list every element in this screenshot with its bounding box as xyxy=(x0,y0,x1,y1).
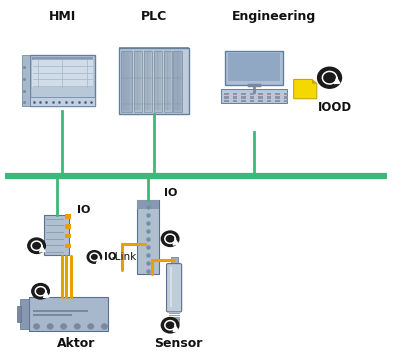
Circle shape xyxy=(101,323,108,329)
Bar xyxy=(266,100,271,102)
Circle shape xyxy=(74,323,80,329)
Bar xyxy=(224,93,229,95)
Circle shape xyxy=(47,323,53,329)
Text: IO: IO xyxy=(77,205,91,215)
Text: IO: IO xyxy=(104,252,116,262)
FancyBboxPatch shape xyxy=(44,215,70,255)
Bar xyxy=(32,57,93,60)
Bar xyxy=(30,97,95,106)
Bar xyxy=(241,96,246,99)
Bar xyxy=(233,93,237,95)
Text: -Link: -Link xyxy=(112,252,137,262)
Bar xyxy=(284,96,288,99)
Text: Sensor: Sensor xyxy=(154,337,202,350)
Bar xyxy=(134,51,142,112)
Bar xyxy=(228,54,280,81)
Bar xyxy=(22,55,30,106)
Bar xyxy=(275,100,280,102)
FancyBboxPatch shape xyxy=(30,55,95,106)
Circle shape xyxy=(60,323,67,329)
Bar xyxy=(224,100,229,102)
Circle shape xyxy=(32,284,49,299)
FancyBboxPatch shape xyxy=(137,200,159,274)
Bar xyxy=(66,234,71,238)
Circle shape xyxy=(161,318,179,333)
Bar xyxy=(66,224,71,228)
Bar xyxy=(241,93,246,95)
Bar xyxy=(17,306,21,322)
FancyBboxPatch shape xyxy=(166,264,182,312)
FancyBboxPatch shape xyxy=(221,89,287,103)
Bar xyxy=(250,93,254,95)
Bar xyxy=(170,267,172,307)
Bar xyxy=(275,96,280,99)
Bar xyxy=(241,100,246,102)
Text: PLC: PLC xyxy=(141,10,167,23)
Bar xyxy=(266,96,271,99)
Bar xyxy=(233,100,237,102)
Bar xyxy=(250,100,254,102)
FancyBboxPatch shape xyxy=(169,318,179,323)
Circle shape xyxy=(87,251,102,263)
Polygon shape xyxy=(294,80,317,99)
Bar xyxy=(170,257,178,263)
Bar xyxy=(233,96,237,99)
Bar xyxy=(66,244,71,249)
Bar xyxy=(20,299,28,329)
Bar xyxy=(164,51,172,112)
Circle shape xyxy=(88,323,94,329)
Bar xyxy=(154,51,162,112)
Bar xyxy=(258,93,263,95)
Bar xyxy=(250,96,254,99)
Bar xyxy=(144,51,152,112)
Text: Engineering: Engineering xyxy=(232,10,316,23)
Bar xyxy=(32,59,93,87)
Polygon shape xyxy=(312,80,317,84)
Bar xyxy=(258,100,263,102)
Bar xyxy=(284,100,288,102)
FancyBboxPatch shape xyxy=(225,51,283,85)
Bar xyxy=(66,214,71,219)
Circle shape xyxy=(33,323,40,329)
Circle shape xyxy=(161,231,179,246)
Bar xyxy=(137,200,159,209)
Bar xyxy=(266,93,271,95)
Bar xyxy=(284,93,288,95)
Bar xyxy=(224,96,229,99)
Bar xyxy=(32,314,72,316)
Bar xyxy=(32,310,88,312)
Bar xyxy=(119,47,189,51)
Text: HMI: HMI xyxy=(49,10,76,23)
Text: IO: IO xyxy=(164,188,178,198)
FancyBboxPatch shape xyxy=(28,297,108,331)
Bar xyxy=(121,51,132,112)
Circle shape xyxy=(318,67,342,88)
Bar xyxy=(275,93,280,95)
Circle shape xyxy=(28,238,45,253)
Bar xyxy=(174,51,182,112)
Text: Aktor: Aktor xyxy=(57,337,96,350)
Text: IOOD: IOOD xyxy=(318,101,352,114)
Bar xyxy=(258,96,263,99)
FancyBboxPatch shape xyxy=(119,48,189,114)
